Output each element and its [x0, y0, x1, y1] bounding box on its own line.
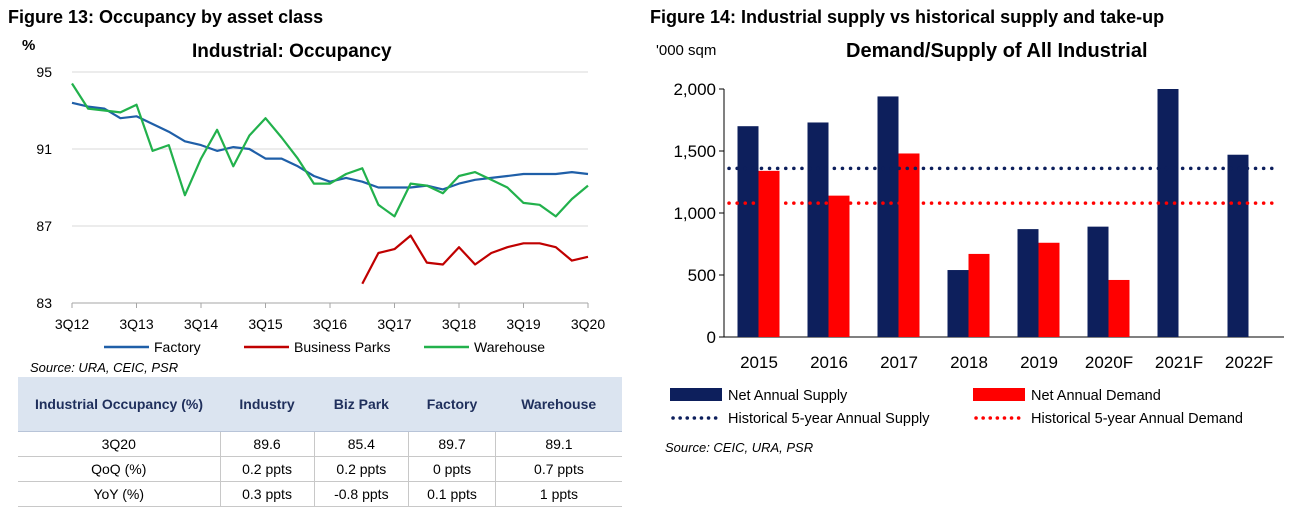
x-tick-label: 3Q17 — [377, 316, 411, 332]
bar-net-annual-supply — [1017, 229, 1039, 337]
x-tick-label: 3Q19 — [506, 316, 540, 332]
table-cell: 0.3 ppts — [219, 481, 315, 507]
x-tick-label: 2018 — [950, 353, 988, 372]
bar-net-annual-supply — [737, 126, 759, 337]
x-tick-label: 2020F — [1085, 353, 1133, 372]
y-tick-label: 83 — [36, 295, 52, 311]
y-tick-label: 1,000 — [673, 204, 716, 223]
table-header-cell: Factory — [408, 377, 496, 432]
left-source-note: Source: URA, CEIC, PSR — [30, 360, 179, 375]
y-tick-label: 87 — [36, 218, 52, 234]
table-header-row: Industrial Occupancy (%) Industry Biz Pa… — [18, 377, 622, 432]
table-cell: 85.4 — [313, 431, 409, 457]
x-tick-label: 3Q16 — [313, 316, 347, 332]
table-cell: 3Q20 — [18, 431, 220, 457]
x-tick-label: 2019 — [1020, 353, 1058, 372]
table-cell: -0.8 ppts — [313, 481, 409, 507]
series-line-factory — [71, 101, 589, 191]
bar-net-annual-demand — [968, 253, 990, 337]
left-unit-label: % — [22, 37, 36, 54]
right-source-note: Source: CEIC, URA, PSR — [665, 440, 814, 455]
table-row: YoY (%) 0.3 ppts -0.8 ppts 0.1 ppts 1 pp… — [18, 481, 622, 507]
demand-supply-bar-chart: 0 500 1,000 1,500 2,000 2015 2016 2017 2018 2019 2… — [670, 80, 1284, 427]
y-tick-label: 500 — [688, 266, 716, 285]
x-tick-label: 3Q12 — [55, 316, 89, 332]
y-tick-label: 1,500 — [673, 142, 716, 161]
x-tick-label: 2016 — [810, 353, 848, 372]
bar-net-annual-supply — [877, 96, 899, 337]
table-cell: 0.1 ppts — [408, 481, 496, 507]
table-header-cell: Warehouse — [495, 377, 622, 432]
legend-label: Historical 5-year Annual Demand — [1031, 411, 1243, 427]
legend-swatch — [973, 388, 1025, 401]
x-tick-label: 3Q18 — [442, 316, 476, 332]
bar-net-annual-demand — [898, 153, 920, 337]
series-line-warehouse — [71, 82, 589, 218]
table-cell: 0.7 ppts — [494, 456, 622, 482]
bar-net-annual-demand — [1038, 242, 1060, 337]
bar-net-annual-supply — [807, 122, 829, 337]
legend-label: Warehouse — [474, 339, 545, 355]
demand-supply-chart-title: Demand/Supply of All Industrial — [846, 40, 1148, 62]
y-tick-label: 0 — [707, 328, 716, 347]
table-row: QoQ (%) 0.2 ppts 0.2 ppts 0 ppts 0.7 ppt… — [18, 456, 622, 482]
occupancy-chart-title: Industrial: Occupancy — [192, 41, 392, 62]
x-tick-label: 2017 — [880, 353, 918, 372]
table-cell: 89.1 — [494, 431, 622, 457]
occupancy-line-chart: 83 87 91 95 3Q12 3Q13 3Q14 3Q15 3Q16 3Q17 3Q18 3Q19… — [36, 64, 605, 355]
bar-net-annual-demand — [828, 195, 850, 337]
table-cell: 89.6 — [219, 431, 315, 457]
y-tick-label: 91 — [36, 141, 52, 157]
x-tick-label: 2022F — [1225, 353, 1273, 372]
table-header-cell: Industrial Occupancy (%) — [18, 377, 220, 432]
table-cell: 0.2 ppts — [219, 456, 315, 482]
table-cell: 89.7 — [408, 431, 496, 457]
bar-net-annual-supply — [1157, 89, 1179, 337]
right-unit-label: '000 sqm — [656, 42, 717, 59]
figure-14-title: Figure 14: Industrial supply vs historic… — [650, 7, 1165, 27]
table-header-cell: Industry — [220, 377, 315, 432]
table-cell: YoY (%) — [18, 481, 220, 507]
bar-net-annual-demand — [1108, 279, 1130, 337]
y-tick-label: 95 — [36, 64, 52, 80]
table-row: 3Q20 89.6 85.4 89.7 89.1 — [18, 431, 622, 457]
legend-label: Factory — [154, 339, 201, 355]
bar-net-annual-supply — [947, 270, 969, 337]
x-tick-label: 3Q13 — [119, 316, 153, 332]
bar-net-annual-supply — [1227, 154, 1249, 337]
table-cell: 1 ppts — [494, 481, 622, 507]
table-cell: QoQ (%) — [18, 456, 220, 482]
legend-label: Net Annual Supply — [728, 388, 848, 404]
y-tick-label: 2,000 — [673, 80, 716, 99]
legend-label: Net Annual Demand — [1031, 388, 1161, 404]
legend-label: Business Parks — [294, 339, 390, 355]
x-tick-label: 3Q15 — [248, 316, 282, 332]
series-line-business-parks — [361, 234, 589, 285]
x-tick-label: 2021F — [1155, 353, 1203, 372]
legend-label: Historical 5-year Annual Supply — [728, 411, 930, 427]
legend-swatch — [670, 388, 722, 401]
table-header-cell: Biz Park — [314, 377, 409, 432]
x-tick-label: 3Q14 — [184, 316, 218, 332]
table-cell: 0.2 ppts — [313, 456, 409, 482]
figure-13-title: Figure 13: Occupancy by asset class — [8, 7, 324, 27]
x-tick-label: 3Q20 — [571, 316, 605, 332]
table-cell: 0 ppts — [408, 456, 496, 482]
bar-net-annual-supply — [1087, 226, 1109, 337]
bar-net-annual-demand — [758, 170, 780, 337]
x-tick-label: 2015 — [740, 353, 778, 372]
occupancy-table: Industrial Occupancy (%) Industry Biz Pa… — [18, 377, 622, 507]
